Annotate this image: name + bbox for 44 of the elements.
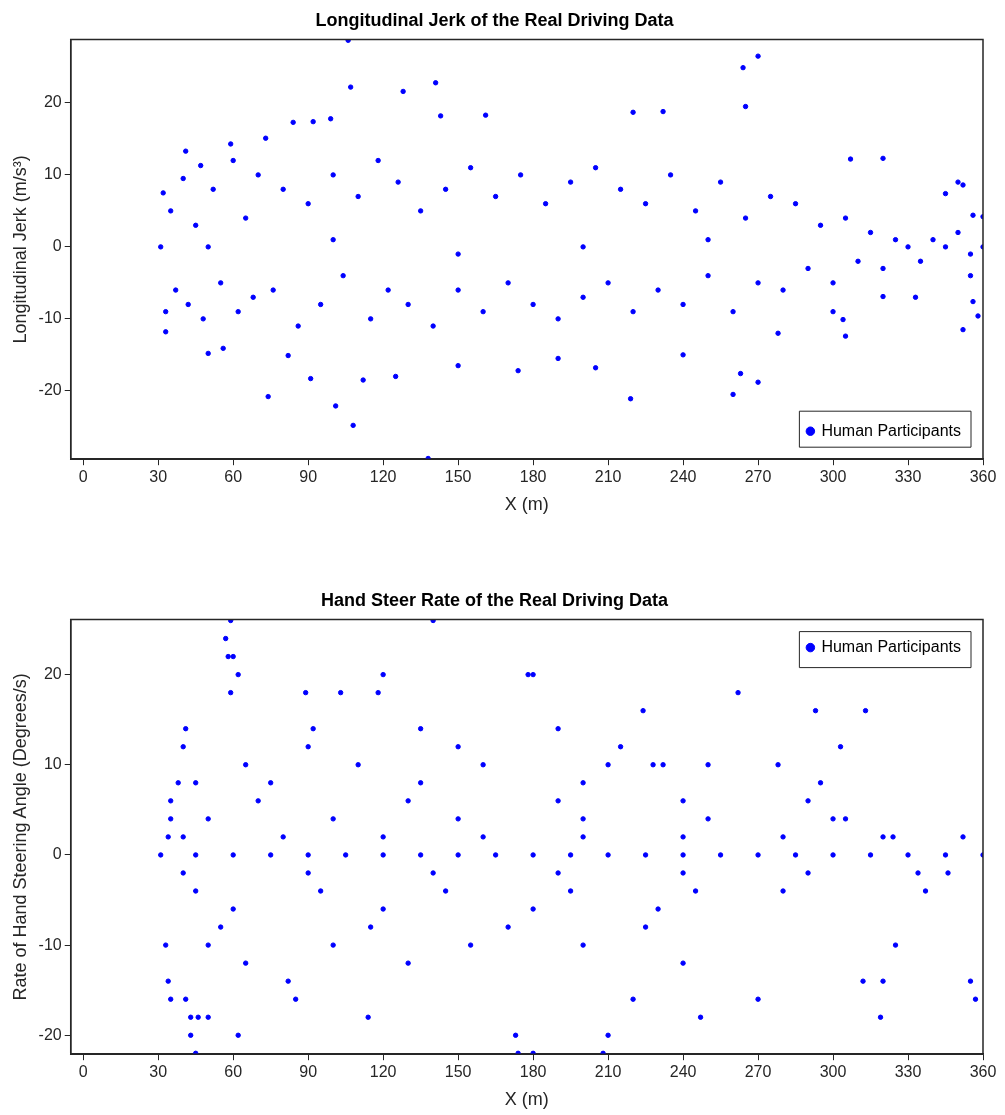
y-tick-label: 20 bbox=[43, 665, 62, 683]
x-tick-label: 330 bbox=[894, 468, 922, 486]
x-tick-label: 360 bbox=[969, 1063, 997, 1081]
y-axis-title: Rate of Hand Steering Angle (Degrees/s) bbox=[9, 673, 30, 1001]
x-tick-label: 180 bbox=[519, 468, 547, 486]
x-tick-label: 30 bbox=[149, 1063, 168, 1081]
y-tick-label: 10 bbox=[43, 755, 62, 773]
x-tick-label: 150 bbox=[444, 1063, 472, 1081]
chart-title: Longitudinal Jerk of the Real Driving Data bbox=[315, 9, 675, 30]
x-tick-label: 60 bbox=[224, 468, 243, 486]
x-tick-label: 210 bbox=[594, 1063, 622, 1081]
x-tick-label: 240 bbox=[669, 468, 697, 486]
y-tick-label: 20 bbox=[43, 93, 62, 111]
x-tick-label: 210 bbox=[594, 468, 622, 486]
legend-label: Human Participants bbox=[821, 421, 962, 439]
x-axis-title: X (m) bbox=[504, 1089, 549, 1110]
y-tick-label: -20 bbox=[38, 381, 62, 399]
x-tick-label: 30 bbox=[149, 468, 168, 486]
x-tick-label: 0 bbox=[78, 1063, 88, 1081]
y-tick-label: 0 bbox=[52, 845, 62, 863]
x-tick-label: 180 bbox=[519, 1063, 547, 1081]
y-axis-title: Longitudinal Jerk (m/s³) bbox=[9, 155, 30, 344]
x-tick-label: 240 bbox=[669, 1063, 697, 1081]
legend-label: Human Participants bbox=[821, 638, 962, 656]
x-tick-label: 270 bbox=[744, 468, 772, 486]
x-tick-label: 330 bbox=[894, 1063, 922, 1081]
x-tick-label: 360 bbox=[969, 468, 997, 486]
x-tick-label: 60 bbox=[224, 1063, 243, 1081]
y-tick-label: -10 bbox=[38, 309, 62, 327]
y-tick-label: 0 bbox=[52, 237, 62, 255]
x-tick-label: 120 bbox=[369, 1063, 397, 1081]
x-tick-label: 90 bbox=[299, 468, 318, 486]
x-tick-label: 270 bbox=[744, 1063, 772, 1081]
y-tick-label: -20 bbox=[38, 1025, 62, 1043]
y-tick-label: -10 bbox=[38, 935, 62, 953]
y-tick-label: 10 bbox=[43, 165, 62, 183]
x-tick-label: 120 bbox=[369, 468, 397, 486]
x-tick-label: 300 bbox=[819, 1063, 847, 1081]
x-tick-label: 300 bbox=[819, 468, 847, 486]
x-tick-label: 0 bbox=[78, 468, 88, 486]
x-tick-label: 150 bbox=[444, 468, 472, 486]
x-axis-title: X (m) bbox=[504, 494, 549, 515]
chart-title: Hand Steer Rate of the Real Driving Data bbox=[320, 589, 670, 610]
x-tick-label: 90 bbox=[299, 1063, 318, 1081]
